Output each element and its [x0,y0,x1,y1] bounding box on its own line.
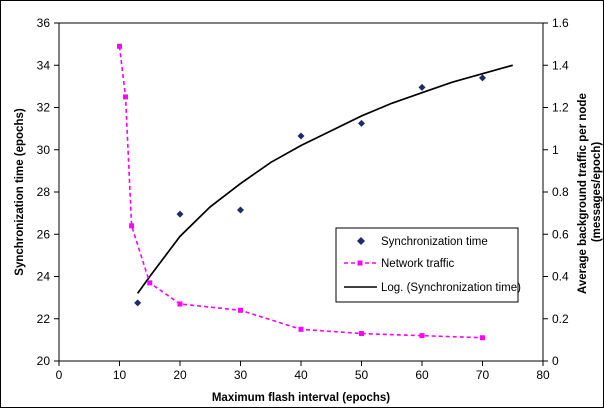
y-left-tick-label: 36 [37,16,51,30]
legend-item-network-traffic: Network traffic [344,258,455,270]
sync-time-point [358,119,365,127]
sync-time-point [134,299,142,307]
network-traffic-point [177,301,183,307]
x-tick-label: 60 [415,368,429,382]
x-axis-title: Maximum flash interval (epochs) [212,392,390,404]
network-traffic-point [419,333,425,339]
network-traffic-point [123,94,129,100]
legend-item-synchronization-time: Synchronization time [357,236,488,248]
axis-ticks: 0 10 20 30 40 50 60 70 80 20 22 24 26 28 30 32 34 36 0 0.2 0… [37,16,569,382]
y-right-tick-label: 0.2 [552,312,569,326]
sync-time-point [418,83,426,91]
series-log-fit-line [136,64,513,294]
network-traffic-point [238,307,243,313]
legend-box [335,227,519,303]
legend-marker-square [357,260,363,266]
sync-time-point [479,74,486,82]
x-tick-label: 40 [294,368,308,382]
network-traffic-point [298,326,304,332]
y-axis-right-title-line-1: Average background traffic per node [577,93,589,294]
plot-border [58,22,544,362]
x-tick-label: 70 [476,368,490,382]
network-traffic-point [480,335,485,341]
y-right-tick-label: 0.8 [552,185,569,199]
y-left-tick-label: 30 [37,143,51,157]
network-traffic-point [129,223,135,229]
legend-label-log-fit: Log. (Synchronization time) [381,282,521,294]
sync-time-point [237,206,244,214]
y-left-tick-label: 26 [37,227,51,241]
x-tick-label: 0 [56,368,63,382]
y-right-tick-label: 1 [552,143,559,157]
network-traffic-point [147,280,153,286]
legend-label-synchronization-time: Synchronization time [381,236,488,248]
y-right-tick-label: 0.4 [552,270,569,284]
sync-time-point [176,210,184,218]
y-left-tick-label: 20 [37,354,51,368]
x-tick-label: 20 [173,368,187,382]
plot-area [58,22,544,362]
x-tick-label: 30 [234,368,248,382]
y-right-tick-label: 1.4 [552,58,569,72]
y-axis-left-title: Synchronization time (epochs) [14,108,26,276]
series-network-traffic-line [118,46,483,339]
y-right-tick-label: 1.6 [552,16,569,30]
y-left-tick-label: 34 [37,58,51,72]
x-tick-label: 80 [536,368,550,382]
series-layer [117,43,513,341]
sync-time-point [297,132,305,140]
legend-label-network-traffic: Network traffic [381,258,455,270]
y-axis-right-title: Average background traffic per node (mes… [577,90,603,294]
y-right-tick-label: 0.6 [552,227,569,241]
legend-marker-diamond [357,237,365,245]
y-right-tick-label: 1.2 [552,101,569,115]
x-tick-label: 50 [355,368,369,382]
y-left-tick-label: 28 [37,185,51,199]
y-axis-right-title-line-2: (messages/epoch) [591,142,603,243]
y-left-tick-label: 22 [37,312,51,326]
legend: Synchronization time Network traffic Log… [335,227,521,303]
x-tick-label: 10 [113,368,127,382]
legend-item-log-fit: Log. (Synchronization time) [344,282,521,294]
y-left-tick-label: 24 [37,270,51,284]
network-traffic-point [359,331,364,337]
y-right-tick-label: 0 [552,354,559,368]
y-left-tick-label: 32 [37,101,51,115]
network-traffic-point [117,43,122,49]
